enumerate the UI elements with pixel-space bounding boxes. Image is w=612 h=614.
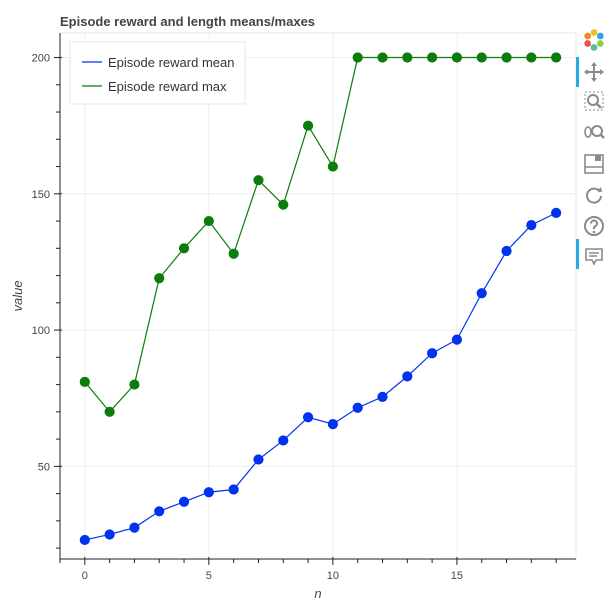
series-1-point-13[interactable] [402, 52, 413, 63]
series-1-point-15[interactable] [451, 52, 463, 63]
reset-icon [586, 187, 602, 204]
series-1-point-11[interactable] [352, 52, 363, 63]
y-tick-label-3: 200 [32, 53, 50, 65]
y-tick-label-0: 50 [38, 461, 50, 473]
hover-tooltip-icon [585, 248, 603, 266]
x-tick-label-3: 15 [451, 570, 463, 582]
grid-layer [60, 33, 576, 559]
series-line-1 [84, 56, 557, 413]
series-0-point-2[interactable] [129, 522, 140, 533]
wheel-zoom-tool[interactable] [582, 121, 606, 145]
y-axis-label: value [10, 280, 25, 311]
series-0-point-1[interactable] [104, 529, 115, 540]
x-axis-label: n [314, 586, 321, 601]
x-tick-label-1: 5 [206, 570, 212, 582]
series-1-point-19[interactable] [551, 52, 562, 63]
pan-active-marker [576, 57, 579, 87]
legend: Episode reward mean Episode reward max [69, 41, 246, 105]
series-0-point-10[interactable] [327, 418, 338, 430]
series-0-point-15[interactable] [451, 334, 463, 345]
series-1-point-3[interactable] [154, 273, 165, 284]
series-0-point-16[interactable] [476, 288, 487, 299]
series-1-point-5[interactable] [203, 215, 214, 227]
series-1-point-2[interactable] [129, 379, 140, 390]
series-1-point-14[interactable] [427, 52, 438, 63]
hover-tool[interactable] [582, 244, 606, 268]
series-1-point-4[interactable] [178, 243, 190, 254]
axes-layer: 0 5 10 15 50 100 150 200 [32, 33, 576, 582]
series-0-point-5[interactable] [203, 487, 214, 498]
series-0-point-19[interactable] [551, 207, 562, 218]
series-0-point-17[interactable] [501, 245, 512, 257]
y-tick-label-2: 150 [32, 189, 50, 201]
wheel-zoom-icon [584, 125, 605, 139]
logo-icon [584, 29, 604, 51]
series-0-point-12[interactable] [377, 391, 388, 402]
series-0-point-9[interactable] [302, 412, 314, 423]
series-1-point-0[interactable] [79, 376, 90, 387]
x-tick-label-0: 0 [82, 570, 88, 582]
hover-active-marker [576, 239, 579, 269]
series-1-point-10[interactable] [327, 161, 338, 172]
series-1-point-8[interactable] [278, 199, 289, 210]
series-1-point-7[interactable] [253, 175, 264, 186]
series-0-point-18[interactable] [526, 220, 537, 231]
series-0-point-7[interactable] [253, 454, 264, 465]
legend-box [69, 41, 246, 105]
save-icon [584, 154, 604, 174]
series-1-point-18[interactable] [526, 52, 537, 63]
series-1-point-16[interactable] [476, 52, 487, 63]
series-1-point-17[interactable] [501, 52, 512, 63]
help-icon [584, 216, 604, 236]
toolbar [576, 28, 608, 278]
series-0-point-0[interactable] [79, 534, 90, 546]
legend-label-1: Episode reward max [108, 79, 227, 94]
series-1-point-1[interactable] [104, 406, 115, 417]
pan-tool[interactable] [582, 60, 606, 84]
box-zoom-tool[interactable] [582, 89, 606, 113]
series-1-point-6[interactable] [228, 248, 239, 259]
series-line-0 [84, 212, 557, 541]
series-0-point-14[interactable] [427, 348, 438, 359]
series-1-point-9[interactable] [302, 120, 314, 131]
move-arrows-icon [584, 62, 604, 82]
magnifier-icon [584, 91, 604, 111]
series-0-point-3[interactable] [154, 506, 165, 517]
x-tick-label-2: 10 [327, 570, 339, 582]
series-1-point-12[interactable] [377, 52, 388, 63]
save-tool[interactable] [582, 152, 606, 176]
help-tool[interactable] [582, 214, 606, 238]
series-0-point-11[interactable] [352, 402, 363, 413]
series-0-point-8[interactable] [278, 435, 289, 446]
series-0-point-13[interactable] [402, 371, 413, 382]
y-tick-label-1: 100 [32, 325, 50, 337]
chart-title: Episode reward and length means/maxes [60, 14, 315, 29]
series-0-point-4[interactable] [178, 496, 190, 507]
series-layer [79, 52, 562, 546]
series-0-point-6[interactable] [228, 484, 239, 495]
legend-label-0: Episode reward mean [108, 55, 234, 70]
plot-frame [59, 32, 577, 560]
reset-tool[interactable] [582, 183, 606, 207]
bokeh-logo[interactable] [582, 28, 606, 52]
